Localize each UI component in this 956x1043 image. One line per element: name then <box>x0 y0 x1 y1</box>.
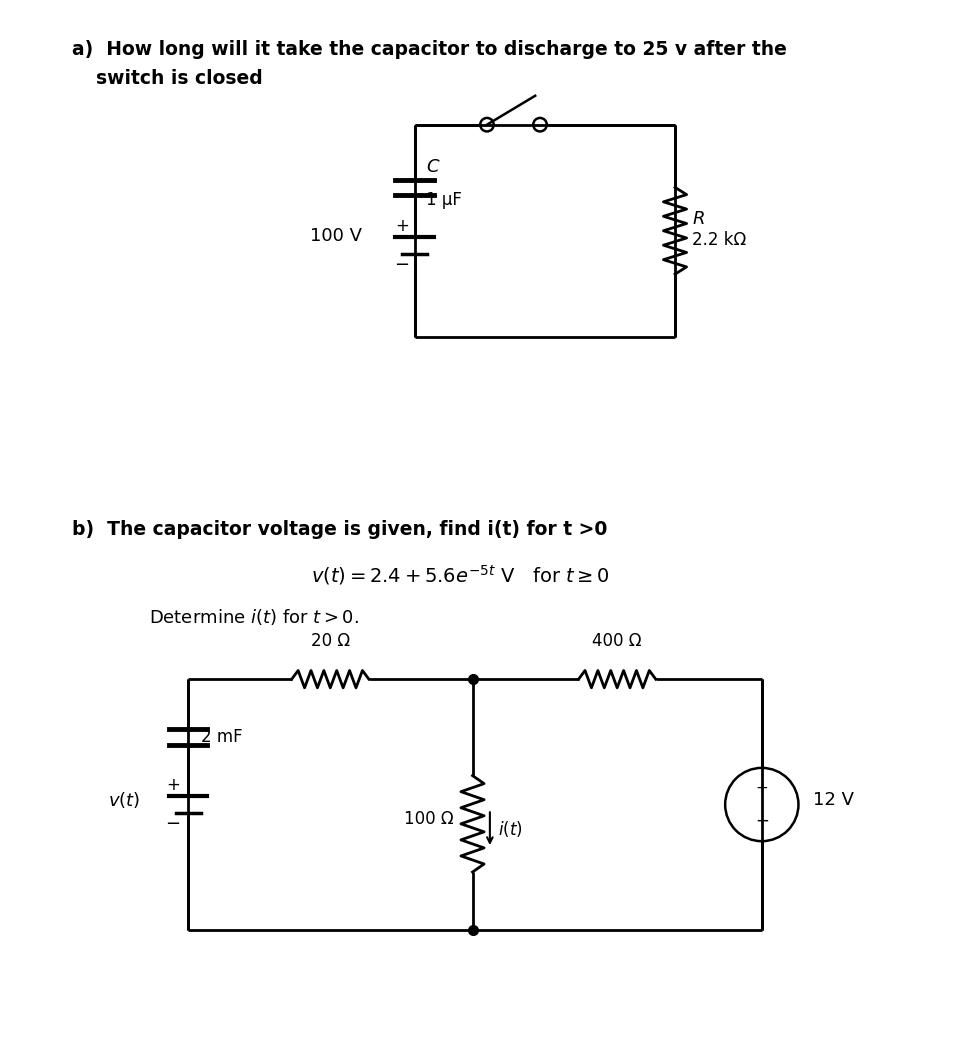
Text: −: − <box>165 815 181 832</box>
Text: 20 Ω: 20 Ω <box>311 632 350 650</box>
Text: 1 μF: 1 μF <box>426 191 462 210</box>
Text: 100 V: 100 V <box>310 226 361 244</box>
Text: $i(t)$: $i(t)$ <box>497 819 522 839</box>
Text: 2 mF: 2 mF <box>201 728 242 746</box>
Text: −: − <box>755 812 769 830</box>
Text: 12 V: 12 V <box>813 791 854 808</box>
Text: 2.2 kΩ: 2.2 kΩ <box>692 232 747 249</box>
Text: R: R <box>692 211 705 228</box>
Text: −: − <box>394 256 409 273</box>
Text: 400 Ω: 400 Ω <box>593 632 641 650</box>
Text: +: + <box>395 217 409 235</box>
Text: Determine $i(t)$ for $t > 0$.: Determine $i(t)$ for $t > 0$. <box>149 607 359 627</box>
Text: +: + <box>166 776 181 794</box>
Text: b)  The capacitor voltage is given, find i(t) for t >0: b) The capacitor voltage is given, find … <box>73 520 608 539</box>
Text: $v(t)$: $v(t)$ <box>108 790 140 809</box>
Text: $v(t) = 2.4 + 5.6e^{-5t}$ V   for $t \geq 0$: $v(t) = 2.4 + 5.6e^{-5t}$ V for $t \geq … <box>312 563 610 587</box>
Text: 100 Ω: 100 Ω <box>403 810 453 828</box>
Text: switch is closed: switch is closed <box>97 69 263 88</box>
Text: C: C <box>426 157 439 176</box>
Text: a)  How long will it take the capacitor to discharge to 25 v after the: a) How long will it take the capacitor t… <box>73 40 787 58</box>
Text: +: + <box>755 780 769 796</box>
